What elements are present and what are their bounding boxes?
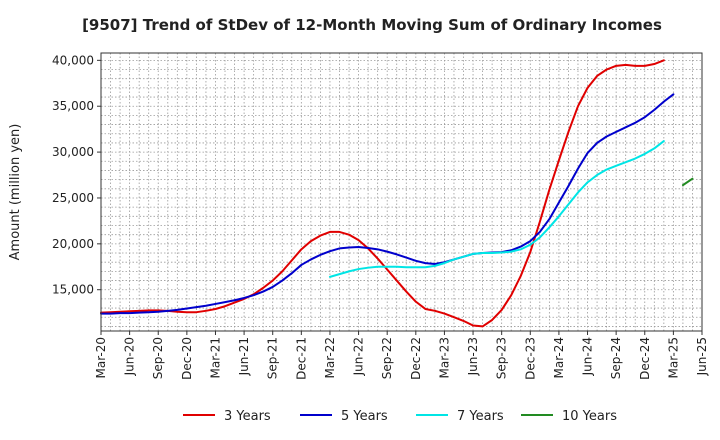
x-tick-label: Sep-22 bbox=[380, 337, 394, 379]
x-tick-label: Dec-22 bbox=[409, 337, 423, 380]
grid bbox=[101, 53, 702, 331]
chart-title: [9507] Trend of StDev of 12-Month Moving… bbox=[82, 16, 662, 34]
y-tick-label: 25,000 bbox=[52, 191, 94, 205]
y-axis-label: Amount (million yen) bbox=[8, 124, 23, 261]
series-line-7-years bbox=[328, 140, 665, 278]
y-tick-label: 40,000 bbox=[52, 53, 94, 67]
y-tick-label: 30,000 bbox=[52, 145, 94, 159]
y-tick-label: 20,000 bbox=[52, 237, 94, 251]
x-tick-label: Jun-20 bbox=[123, 337, 137, 376]
legend-label: 5 Years bbox=[341, 409, 388, 424]
x-tick-label: Jun-22 bbox=[352, 337, 366, 376]
x-tick-label: Mar-25 bbox=[666, 337, 680, 378]
series-line-3-years bbox=[100, 59, 665, 328]
y-tick-label: 15,000 bbox=[52, 283, 94, 297]
x-tick-label: Mar-24 bbox=[552, 337, 566, 378]
series-line-5-years bbox=[100, 93, 675, 315]
x-tick-label: Sep-20 bbox=[151, 337, 165, 379]
y-tick-label: 35,000 bbox=[52, 99, 94, 113]
plot-area bbox=[100, 52, 703, 332]
x-tick-label: Mar-20 bbox=[94, 337, 108, 378]
legend-label: 3 Years bbox=[224, 409, 271, 424]
x-tick-label: Mar-23 bbox=[437, 337, 451, 378]
x-tick-label: Mar-21 bbox=[208, 337, 222, 378]
x-tick-label: Sep-21 bbox=[266, 337, 280, 379]
x-tick-label: Dec-23 bbox=[523, 337, 537, 380]
x-axis-ticks: Mar-20 Jun-20 Sep-20 Dec-20 Mar-21 Jun-21 Sep-… bbox=[94, 331, 709, 380]
x-tick-label: Dec-20 bbox=[180, 337, 194, 380]
legend: 3 Years 5 Years 7 Years 10 Years bbox=[183, 409, 617, 424]
x-tick-label: Dec-24 bbox=[638, 337, 652, 380]
x-tick-label: Mar-22 bbox=[323, 337, 337, 378]
legend-label: 7 Years bbox=[457, 409, 504, 424]
y-axis-ticks: 15,000 20,000 25,000 30,000 35,000 40,000 bbox=[52, 53, 101, 297]
x-tick-label: Jun-24 bbox=[581, 337, 595, 376]
x-tick-label: Jun-25 bbox=[695, 337, 709, 376]
legend-label: 10 Years bbox=[562, 409, 617, 424]
x-tick-label: Jun-21 bbox=[237, 337, 251, 376]
x-tick-label: Dec-21 bbox=[294, 337, 308, 380]
x-tick-label: Jun-23 bbox=[466, 337, 480, 376]
x-tick-label: Sep-24 bbox=[609, 337, 623, 379]
series-line-10-years bbox=[681, 177, 694, 187]
x-tick-label: Sep-23 bbox=[495, 337, 509, 379]
series-group bbox=[100, 59, 694, 328]
